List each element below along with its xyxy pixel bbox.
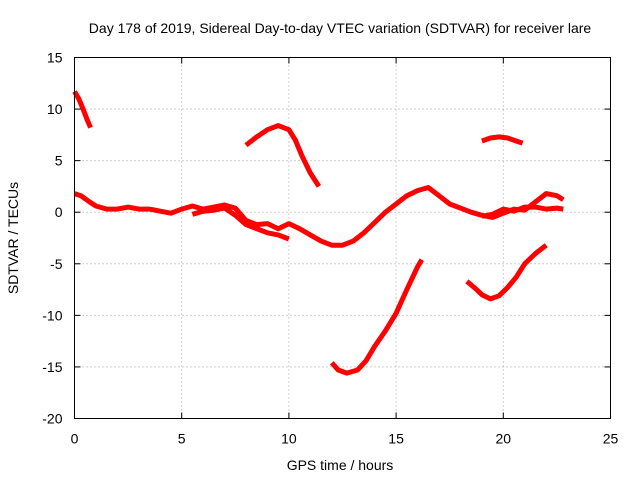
series-arc-6 <box>465 243 548 302</box>
series-arc-5 <box>329 258 424 376</box>
y-tick-label: 5 <box>55 153 63 169</box>
series-layer <box>72 90 565 376</box>
y-axis-label: SDTVAR / TECUs <box>5 182 21 294</box>
series-arc-3 <box>191 205 290 242</box>
chart-title: Day 178 of 2019, Sidereal Day-to-day VTE… <box>89 20 592 36</box>
x-tick-label: 0 <box>71 431 79 447</box>
series-arc-4 <box>244 123 322 188</box>
series-arc-7 <box>481 134 524 146</box>
x-tick-label: 15 <box>388 431 404 447</box>
grid <box>74 57 611 419</box>
tick-labels: 0 5 10 15 20 25 -20 -15 -10 -5 0 5 10 15 <box>42 50 618 447</box>
x-axis-label: GPS time / hours <box>287 457 394 473</box>
y-tick-label: 10 <box>47 101 63 117</box>
y-tick-label: -5 <box>50 256 63 272</box>
series-arc-1 <box>72 90 93 129</box>
x-tick-label: 5 <box>178 431 186 447</box>
x-tick-label: 20 <box>496 431 512 447</box>
y-tick-label: 15 <box>47 50 63 66</box>
y-tick-label: -20 <box>42 411 62 427</box>
y-tick-label: 0 <box>55 204 63 220</box>
series-arc-8 <box>481 204 564 219</box>
y-tick-label: -15 <box>42 359 62 375</box>
y-tick-label: -10 <box>42 307 62 323</box>
x-tick-label: 10 <box>281 431 297 447</box>
x-tick-label: 25 <box>603 431 619 447</box>
plot-frame <box>74 57 611 419</box>
